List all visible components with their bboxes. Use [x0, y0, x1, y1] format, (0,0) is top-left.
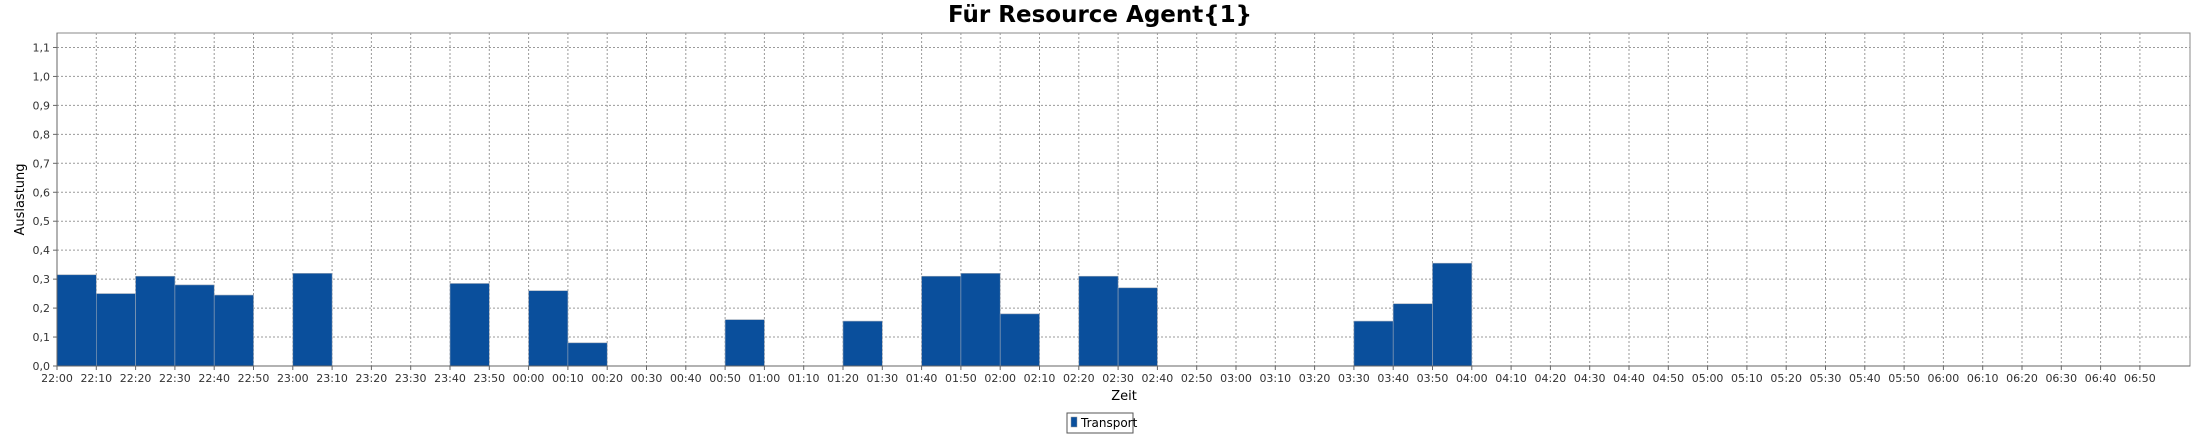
x-tick-label: 06:10	[1967, 372, 1999, 385]
bar	[1353, 320, 1394, 367]
x-tick-label: 04:20	[1535, 372, 1567, 385]
y-tick-label: 0,8	[33, 128, 51, 141]
y-tick-label: 0,4	[33, 244, 51, 257]
bar	[960, 273, 1001, 367]
bar	[999, 313, 1040, 367]
bars	[56, 262, 1473, 367]
x-tick-label: 04:40	[1613, 372, 1645, 385]
x-tick-label: 22:30	[159, 372, 191, 385]
bar	[292, 273, 333, 367]
x-tick-label: 22:10	[80, 372, 112, 385]
x-tick-label: 01:20	[827, 372, 859, 385]
x-tick-label: 01:10	[788, 372, 820, 385]
bar	[213, 294, 254, 367]
bar	[56, 274, 97, 367]
legend-label: Transport	[1080, 416, 1138, 430]
x-tick-label: 03:50	[1417, 372, 1449, 385]
bar	[921, 275, 962, 367]
x-tick-label: 22:50	[238, 372, 270, 385]
x-tick-label: 23:40	[434, 372, 466, 385]
x-tick-label: 06:50	[2124, 372, 2156, 385]
bar	[449, 283, 490, 367]
x-tick-label: 00:00	[513, 372, 545, 385]
y-tick-label: 1,1	[33, 41, 51, 54]
bar	[174, 284, 215, 367]
bar	[135, 275, 176, 367]
legend-swatch	[1070, 416, 1078, 428]
x-tick-label: 02:20	[1063, 372, 1095, 385]
bar	[1432, 262, 1473, 367]
bar	[1078, 275, 1119, 367]
x-tick-label: 04:50	[1652, 372, 1684, 385]
y-axis-label: Auslastung	[13, 163, 28, 235]
x-tick-label: 00:20	[591, 372, 623, 385]
x-tick-label: 03:00	[1220, 372, 1252, 385]
bar	[842, 320, 883, 367]
x-tick-label: 01:50	[945, 372, 977, 385]
x-tick-label: 00:40	[670, 372, 702, 385]
x-tick-label: 05:10	[1731, 372, 1763, 385]
x-tick-label: 02:40	[1142, 372, 1174, 385]
x-tick-label: 03:20	[1299, 372, 1331, 385]
x-tick-label: 22:40	[198, 372, 230, 385]
y-tick-label: 0,2	[33, 302, 51, 315]
x-tick-label: 06:30	[2045, 372, 2077, 385]
x-tick-label: 23:10	[316, 372, 348, 385]
x-tick-label: 01:40	[906, 372, 938, 385]
x-tick-label: 22:20	[120, 372, 152, 385]
x-tick-label: 23:30	[395, 372, 427, 385]
x-tick-label: 05:50	[1888, 372, 1920, 385]
x-tick-label: 03:30	[1338, 372, 1370, 385]
x-tick-label: 06:00	[1928, 372, 1960, 385]
y-tick-label: 0,9	[33, 99, 51, 112]
x-tick-label: 06:20	[2006, 372, 2038, 385]
x-tick-label: 22:00	[41, 372, 73, 385]
x-tick-label: 01:30	[866, 372, 898, 385]
x-tick-label: 00:10	[552, 372, 584, 385]
x-tick-label: 04:00	[1456, 372, 1488, 385]
bar	[96, 293, 136, 367]
axes: 0,0 0,1 0,2 0,3 0,4 0,5 0,6 0,7 0,8 0,9 1,0 1,1 22:0…	[33, 33, 2190, 385]
x-tick-label: 00:50	[709, 372, 741, 385]
y-tick-label: 0,3	[33, 273, 51, 286]
x-axis-label: Zeit	[1111, 389, 1137, 404]
bar	[528, 290, 569, 367]
x-tick-label: 01:00	[749, 372, 781, 385]
y-tick-label: 1,0	[33, 70, 51, 83]
x-tick-label: 23:00	[277, 372, 309, 385]
x-tick-label: 02:10	[1024, 372, 1056, 385]
legend: Transport	[1066, 412, 1138, 434]
x-tick-label: 05:40	[1849, 372, 1881, 385]
x-tick-label: 04:30	[1574, 372, 1606, 385]
x-tick-label: 06:40	[2085, 372, 2117, 385]
x-tick-label: 05:20	[1770, 372, 1802, 385]
y-tick-label: 0,7	[33, 157, 51, 170]
y-tick-label: 0,5	[33, 215, 51, 228]
bar	[1392, 303, 1433, 367]
y-tick-label: 0,1	[33, 331, 51, 344]
x-tick-label: 03:10	[1259, 372, 1291, 385]
x-tick-label: 04:10	[1495, 372, 1527, 385]
bar	[567, 342, 608, 367]
x-tick-label: 02:50	[1181, 372, 1213, 385]
x-tick-label: 23:20	[356, 372, 388, 385]
x-tick-label: 23:50	[473, 372, 505, 385]
y-tick-label: 0,0	[33, 360, 51, 373]
x-tick-label: 03:40	[1377, 372, 1409, 385]
legend-box	[1066, 412, 1134, 434]
bar	[1117, 287, 1158, 367]
x-tick-label: 02:30	[1102, 372, 1134, 385]
y-tick-label: 0,6	[33, 186, 51, 199]
chart-title: Für Resource Agent{1}	[948, 2, 1252, 28]
x-tick-label: 00:30	[631, 372, 663, 385]
bar	[724, 319, 765, 367]
x-tick-label: 05:00	[1692, 372, 1724, 385]
x-tick-label: 02:00	[984, 372, 1016, 385]
x-tick-label: 05:30	[1810, 372, 1842, 385]
